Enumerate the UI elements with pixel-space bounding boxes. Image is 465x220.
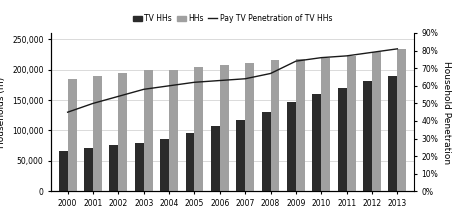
Y-axis label: Household Penetration: Household Penetration bbox=[442, 61, 451, 164]
Bar bbox=[321, 58, 330, 191]
Pay TV Penetration of TV HHs bbox=[319, 56, 324, 59]
Bar bbox=[59, 150, 67, 191]
Pay TV Penetration of TV HHs bbox=[141, 88, 146, 91]
Bar bbox=[388, 76, 398, 191]
Pay TV Penetration of TV HHs bbox=[166, 84, 172, 87]
Bar bbox=[372, 52, 381, 191]
Pay TV Penetration of TV HHs bbox=[65, 111, 70, 114]
Pay TV Penetration of TV HHs bbox=[90, 102, 96, 105]
Bar bbox=[363, 81, 372, 191]
Bar bbox=[346, 56, 356, 191]
Bar bbox=[245, 63, 254, 191]
Line: Pay TV Penetration of TV HHs: Pay TV Penetration of TV HHs bbox=[67, 49, 398, 112]
Bar bbox=[169, 70, 178, 191]
Legend: TV HHs, HHs, Pay TV Penetration of TV HHs: TV HHs, HHs, Pay TV Penetration of TV HH… bbox=[130, 11, 335, 26]
Pay TV Penetration of TV HHs bbox=[369, 51, 375, 54]
Bar bbox=[135, 143, 144, 191]
Bar bbox=[144, 70, 153, 191]
Bar bbox=[211, 126, 220, 191]
Bar bbox=[109, 145, 119, 191]
Bar bbox=[220, 65, 229, 191]
Bar bbox=[186, 133, 194, 191]
Bar bbox=[312, 94, 321, 191]
Bar bbox=[338, 88, 346, 191]
Bar bbox=[262, 112, 271, 191]
Pay TV Penetration of TV HHs bbox=[116, 95, 121, 98]
Bar bbox=[194, 66, 203, 191]
Bar bbox=[84, 148, 93, 191]
Bar bbox=[160, 139, 169, 191]
Bar bbox=[287, 103, 296, 191]
Bar bbox=[398, 50, 406, 191]
Bar bbox=[236, 119, 245, 191]
Y-axis label: Households (m): Households (m) bbox=[0, 77, 7, 148]
Pay TV Penetration of TV HHs bbox=[395, 48, 400, 50]
Bar bbox=[67, 79, 77, 191]
Pay TV Penetration of TV HHs bbox=[217, 79, 223, 82]
Pay TV Penetration of TV HHs bbox=[268, 72, 273, 75]
Pay TV Penetration of TV HHs bbox=[192, 81, 197, 84]
Pay TV Penetration of TV HHs bbox=[242, 77, 248, 80]
Bar bbox=[93, 76, 102, 191]
Bar bbox=[119, 73, 127, 191]
Pay TV Penetration of TV HHs bbox=[293, 60, 299, 62]
Bar bbox=[271, 61, 279, 191]
Pay TV Penetration of TV HHs bbox=[344, 55, 349, 57]
Bar bbox=[296, 59, 305, 191]
